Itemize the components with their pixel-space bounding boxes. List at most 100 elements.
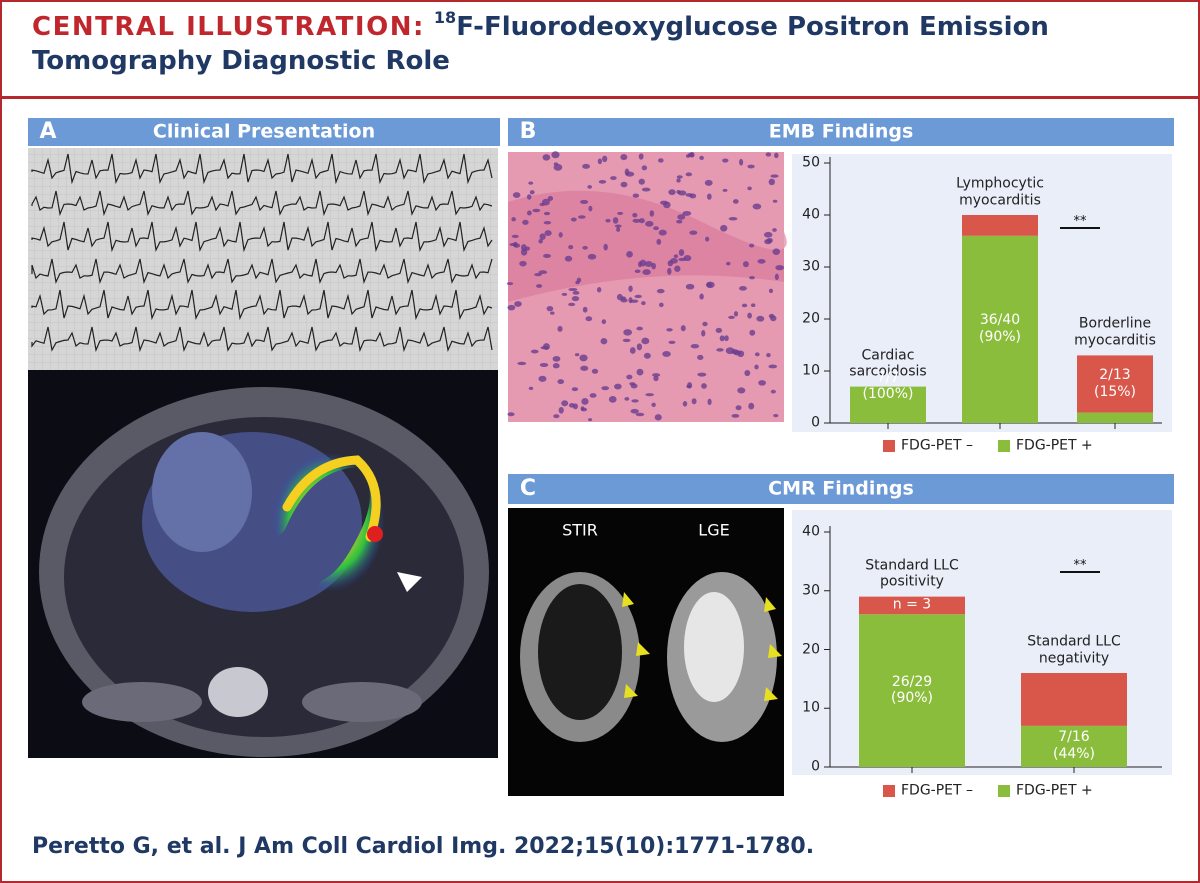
nucleus [748,243,755,248]
nucleus [699,293,704,300]
nucleus [616,293,623,301]
nucleus [526,210,532,216]
nucleus [707,398,712,406]
nucleus [641,337,650,345]
bar-segment [859,596,965,615]
nucleus [517,361,527,366]
category-label: Standard LLC negativity [1027,633,1121,667]
nucleus [601,319,607,325]
nucleus [529,190,535,195]
nucleus [697,354,704,360]
nucleus [641,301,646,306]
nucleus [557,379,565,385]
y-tick-label: 0 [811,414,820,431]
nucleus [588,418,593,422]
nucleus [564,255,573,262]
nucleus [659,302,664,308]
nucleus [598,180,607,184]
nucleus [641,165,648,171]
nucleus [716,348,724,352]
nucleus [585,316,593,322]
y-tick-label: 20 [802,310,820,327]
nucleus [758,380,766,386]
nucleus [773,414,779,418]
nucleus [628,285,633,292]
nucleus [725,347,735,355]
nucleus [678,249,685,256]
nucleus [538,270,548,275]
nucleus [638,178,645,185]
nucleus [591,368,599,374]
nucleus [596,287,602,293]
nucleus [587,253,597,260]
y-tick-label: 10 [802,362,820,379]
nucleus [719,335,725,342]
nucleus [552,363,560,369]
nucleus [616,227,621,232]
ecg-trace [31,258,493,285]
pet-ct-image [28,370,498,758]
nucleus [770,315,777,322]
nucleus [620,153,628,161]
header-rule [2,96,1198,99]
nucleus [639,259,647,267]
nucleus [658,229,667,236]
nucleus [680,325,686,332]
nucleus [768,178,776,186]
nucleus [603,243,608,251]
nucleus [635,412,645,417]
nucleus [580,365,589,371]
nucleus [706,193,712,200]
nucleus [553,163,563,171]
nucleus [558,406,564,414]
nucleus [754,352,760,357]
nucleus [528,181,534,185]
nucleus [539,362,549,368]
nucleus [623,329,633,336]
nucleus [674,265,681,273]
nucleus [600,338,608,345]
nucleus [667,267,672,275]
ecg-trace [31,326,493,353]
panel-header [28,118,500,146]
nucleus [774,152,779,159]
nucleus [601,386,610,391]
ecg-trace [31,289,493,321]
nucleus [571,295,580,302]
nucleus [722,158,729,163]
nucleus [519,260,527,267]
nucleus [575,280,580,285]
nucleus [522,219,529,225]
panel-letter: C [519,475,537,501]
nucleus [677,214,686,220]
nucleus [676,178,681,183]
panel-title: CMR Findings [768,477,914,500]
nucleus [546,306,554,312]
nucleus [775,264,785,271]
y-tick-label: 30 [802,582,820,599]
nucleus [642,269,651,276]
nucleus [582,306,588,313]
nucleus [685,283,695,290]
nucleus [587,185,592,189]
legend-label: FDG-PET + [1016,437,1093,454]
bar-segment [962,235,1038,423]
nucleus [568,244,574,250]
category-label: Cardiac sarcoidosis [849,347,927,380]
nucleus [690,343,700,349]
nucleus [561,400,569,407]
legend-swatch [998,440,1010,452]
nucleus [543,253,551,259]
nucleus [622,338,631,343]
nucleus [749,276,755,280]
nucleus [701,383,707,389]
nucleus [624,397,630,401]
nucleus [638,153,644,160]
y-tick-label: 30 [802,258,820,275]
panel-title: EMB Findings [768,120,914,143]
nucleus [668,189,676,196]
nucleus [715,327,723,333]
nucleus [582,245,588,250]
nucleus [632,193,640,198]
nucleus [772,228,777,232]
